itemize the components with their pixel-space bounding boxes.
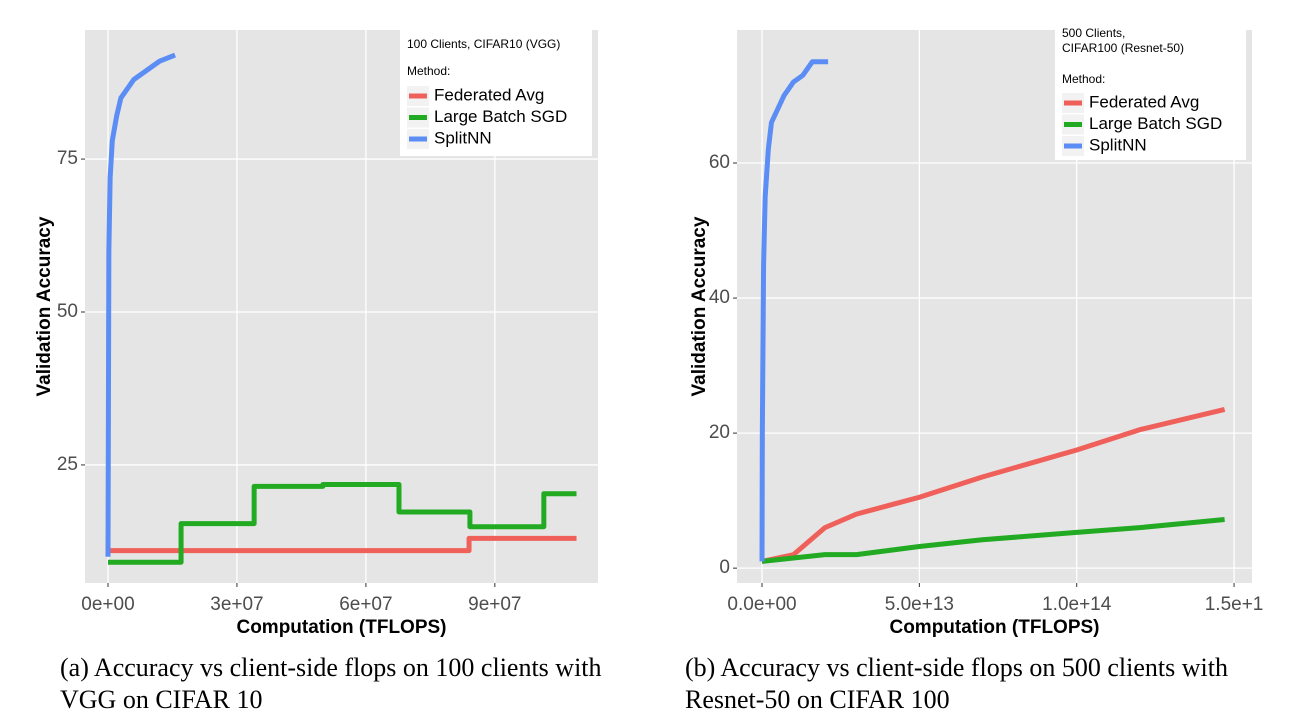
x-axis-title: Computation (TFLOPS): [889, 617, 1099, 638]
series-line: [759, 59, 829, 562]
y-tick-label: 25: [57, 454, 78, 475]
x-tick-label: 1.0e+14: [1042, 594, 1112, 615]
series-line: [108, 482, 577, 565]
legend-title: 500 Clients,: [1062, 26, 1125, 40]
legend-label: SplitNN: [434, 128, 492, 147]
legend-subtitle: Method:: [1062, 72, 1105, 86]
x-tick-label: 9e+07: [468, 594, 521, 615]
x-tick-label: 0e+00: [81, 594, 134, 615]
caption: (b) Accuracy vs client-side flops on 500…: [685, 653, 1228, 682]
series-line: [108, 535, 577, 554]
legend-box: [1055, 22, 1246, 160]
y-tick-label: 20: [709, 422, 730, 443]
x-axis-title: Computation (TFLOPS): [236, 617, 446, 638]
caption: Resnet-50 on CIFAR 100: [685, 685, 950, 714]
legend-label: Large Batch SGD: [434, 107, 567, 126]
series-line: [105, 52, 176, 557]
y-tick-label: 40: [709, 287, 730, 308]
legend-label: SplitNN: [1089, 135, 1147, 154]
legend-label: Federated Avg: [1089, 92, 1199, 111]
x-tick-label: 6e+07: [339, 594, 392, 615]
y-tick-label: 50: [57, 301, 78, 322]
legend-label: Federated Avg: [434, 85, 544, 104]
x-tick-label: 3e+07: [210, 594, 263, 615]
y-tick-label: 75: [57, 148, 78, 169]
legend-box: [400, 30, 592, 156]
x-tick-label: 0.0e+00: [727, 594, 796, 615]
y-tick-label: 60: [709, 152, 730, 173]
series-line: [761, 517, 1225, 564]
legend-title: 100 Clients, CIFAR10 (VGG): [407, 37, 560, 51]
y-axis-title: Validation Accuracy: [689, 216, 710, 396]
x-tick-label: 5.0e+13: [885, 594, 954, 615]
caption: VGG on CIFAR 10: [60, 685, 262, 714]
x-tick-label: 1.5e+1: [1205, 594, 1264, 615]
y-tick-label: 0: [719, 557, 730, 578]
y-axis-title: Validation Accuracy: [34, 216, 55, 396]
legend-label: Large Batch SGD: [1089, 114, 1222, 133]
series-line: [761, 407, 1226, 564]
legend-title: CIFAR100 (Resnet-50): [1062, 41, 1184, 55]
legend-subtitle: Method:: [407, 64, 450, 78]
caption: (a) Accuracy vs client-side flops on 100…: [60, 653, 602, 682]
